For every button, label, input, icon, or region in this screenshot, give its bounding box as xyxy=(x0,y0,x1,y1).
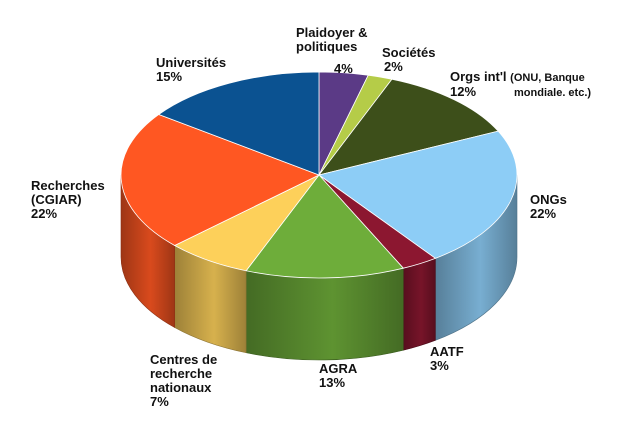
pie-slice-7 xyxy=(120,114,321,246)
pie-wall-5 xyxy=(245,267,404,361)
label-recherches: Recherches (CGIAR) 22% xyxy=(31,179,105,221)
label-societes: Sociétés 2% xyxy=(382,46,435,74)
label-centres-name: Centres de xyxy=(150,352,218,367)
label-ongs-value: 22% xyxy=(530,206,557,221)
label-agra-value: 13% xyxy=(319,375,346,390)
label-recherches-name2: (CGIAR) xyxy=(31,192,82,207)
label-centres: Centres de recherche nationaux 7% xyxy=(150,353,217,409)
label-ongs: ONGs 22% xyxy=(530,193,567,221)
label-plaidoyer: Plaidoyer & politiques 4% xyxy=(296,26,368,76)
label-universites: Universités 15% xyxy=(156,56,226,84)
label-orgs-value: 12% xyxy=(450,84,477,99)
label-aatf: AATF 3% xyxy=(430,345,464,373)
pie-slice-8 xyxy=(157,71,320,176)
label-aatf-name: AATF xyxy=(430,344,464,359)
pie-wall-4 xyxy=(403,257,436,351)
label-orgs-extra: (ONU, Banque xyxy=(510,72,585,84)
label-universites-name: Universités xyxy=(156,55,227,70)
label-ongs-name: ONGs xyxy=(530,192,567,207)
label-recherches-name: Recherches xyxy=(31,178,105,193)
pie-slice-2 xyxy=(317,78,499,176)
label-orgs-name: Orgs int'l xyxy=(450,69,507,84)
label-orgs-line2: 12% mondiale. etc.) xyxy=(450,85,591,100)
label-universites-value: 15% xyxy=(156,69,183,84)
pie-slice-5 xyxy=(245,174,405,279)
label-agra: AGRA 13% xyxy=(319,362,357,390)
label-societes-name: Sociétés xyxy=(382,45,436,60)
label-plaidoyer-name2: politiques xyxy=(296,39,358,54)
pie-slice-3 xyxy=(318,130,518,259)
label-plaidoyer-name: Plaidoyer & xyxy=(296,25,368,40)
label-plaidoyer-value: 4% xyxy=(334,61,353,76)
label-aatf-value: 3% xyxy=(430,358,449,373)
label-orgs: Orgs int'l (ONU, Banque 12% mondiale. etc… xyxy=(450,70,591,100)
label-centres-value: 7% xyxy=(150,394,169,409)
label-societes-value: 2% xyxy=(384,59,403,74)
label-orgs-line1: Orgs int'l (ONU, Banque xyxy=(450,70,591,85)
label-agra-name: AGRA xyxy=(319,361,358,376)
label-centres-name3: nationaux xyxy=(150,380,212,395)
label-recherches-value: 22% xyxy=(31,206,58,221)
label-orgs-extra2: mondiale. etc.) xyxy=(514,87,592,99)
label-centres-name2: recherche xyxy=(150,366,213,381)
